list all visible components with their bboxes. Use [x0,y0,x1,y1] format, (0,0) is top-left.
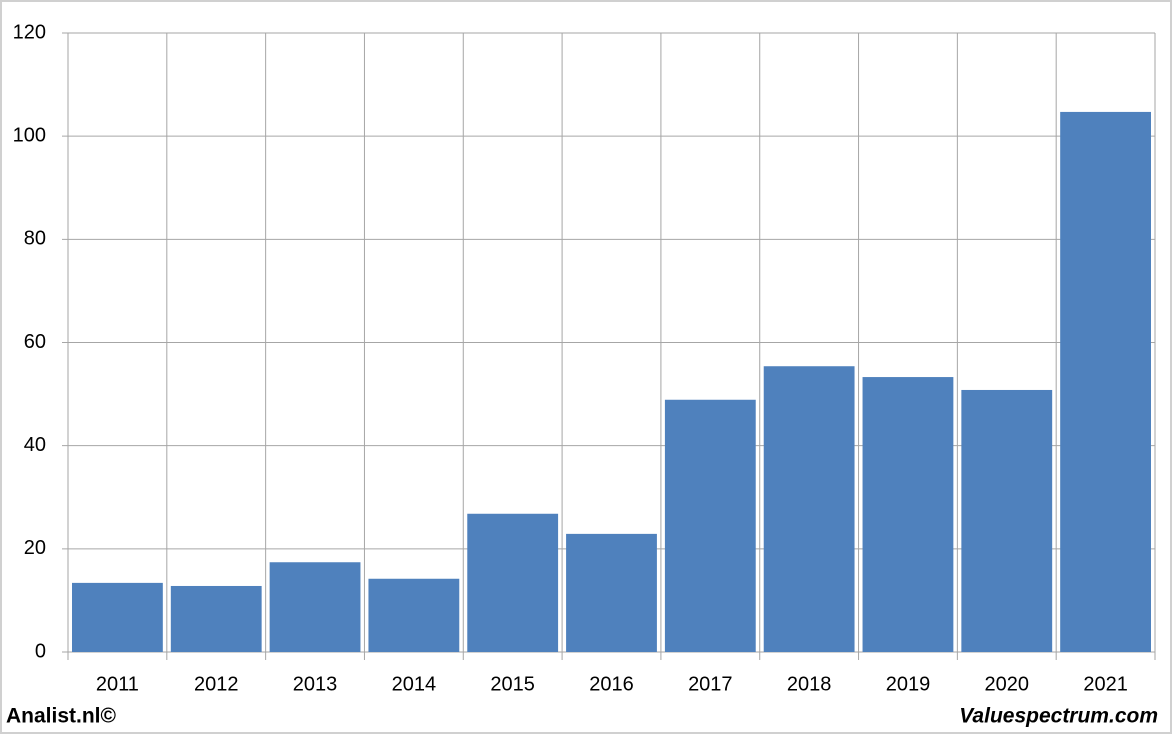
footer-right: Valuespectrum.com [959,705,1158,728]
footer-left: Analist.nl© [6,705,117,728]
y-tick-label: 120 [13,21,46,43]
y-tick-label: 20 [24,537,46,559]
bar [961,389,1053,652]
y-tick-label: 100 [13,124,46,146]
x-tick-label: 2016 [589,673,634,695]
x-tick-label: 2018 [787,673,832,695]
bar [566,533,657,652]
x-tick-label: 2020 [985,673,1030,695]
y-tick-label: 0 [35,640,46,662]
x-tick-label: 2014 [392,673,437,695]
bar [1060,111,1151,653]
bar [862,377,954,652]
bar [269,562,361,652]
x-tick-label: 2011 [96,673,139,695]
y-tick-label: 40 [24,434,46,456]
bar [467,513,559,652]
y-tick-label: 80 [24,228,46,250]
y-tick-label: 60 [24,331,46,353]
bar [72,582,163,652]
x-tick-label: 2021 [1083,673,1128,695]
x-tick-label: 2013 [293,673,338,695]
x-tick-label: 2015 [490,673,535,695]
bar [368,578,460,652]
bar [664,399,756,652]
x-tick-label: 2017 [688,673,733,695]
x-tick-label: 2012 [194,673,239,695]
bar [170,585,262,652]
x-tick-label: 2019 [886,673,931,695]
bar [763,366,855,652]
